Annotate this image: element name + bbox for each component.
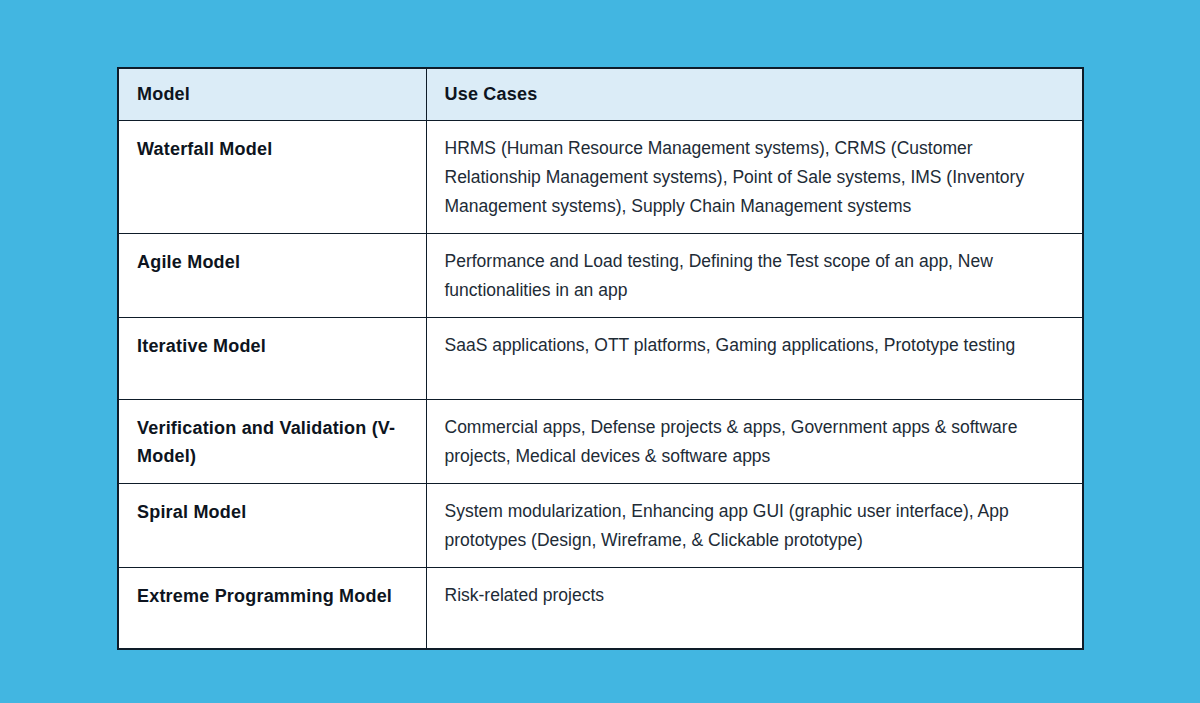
header-row: Model Use Cases xyxy=(118,68,1083,120)
table-header: Model Use Cases xyxy=(118,68,1083,120)
header-cell-use-cases: Use Cases xyxy=(426,68,1083,120)
model-cell: Agile Model xyxy=(118,233,426,317)
model-cell: Verification and Validation (V-Model) xyxy=(118,399,426,483)
use-cases-cell: Commercial apps, Defense projects & apps… xyxy=(426,399,1083,483)
page-background: { "colors": { "page_background": "#42b6e… xyxy=(0,0,1200,703)
use-cases-cell: Risk-related projects xyxy=(426,567,1083,649)
model-cell: Waterfall Model xyxy=(118,120,426,233)
table-row: Waterfall Model HRMS (Human Resource Man… xyxy=(118,120,1083,233)
table-row: Iterative Model SaaS applications, OTT p… xyxy=(118,317,1083,399)
use-cases-cell: SaaS applications, OTT platforms, Gaming… xyxy=(426,317,1083,399)
table-body: Waterfall Model HRMS (Human Resource Man… xyxy=(118,120,1083,649)
model-cell: Iterative Model xyxy=(118,317,426,399)
table-row: Verification and Validation (V-Model) Co… xyxy=(118,399,1083,483)
table-row: Spiral Model System modularization, Enha… xyxy=(118,483,1083,567)
table-row: Agile Model Performance and Load testing… xyxy=(118,233,1083,317)
header-cell-model: Model xyxy=(118,68,426,120)
model-cell: Spiral Model xyxy=(118,483,426,567)
table-row: Extreme Programming Model Risk-related p… xyxy=(118,567,1083,649)
use-cases-cell: HRMS (Human Resource Management systems)… xyxy=(426,120,1083,233)
models-use-cases-table-container: Model Use Cases Waterfall Model HRMS (Hu… xyxy=(117,67,1084,650)
use-cases-cell: System modularization, Enhancing app GUI… xyxy=(426,483,1083,567)
models-use-cases-table: Model Use Cases Waterfall Model HRMS (Hu… xyxy=(117,67,1084,650)
use-cases-cell: Performance and Load testing, Defining t… xyxy=(426,233,1083,317)
model-cell: Extreme Programming Model xyxy=(118,567,426,649)
